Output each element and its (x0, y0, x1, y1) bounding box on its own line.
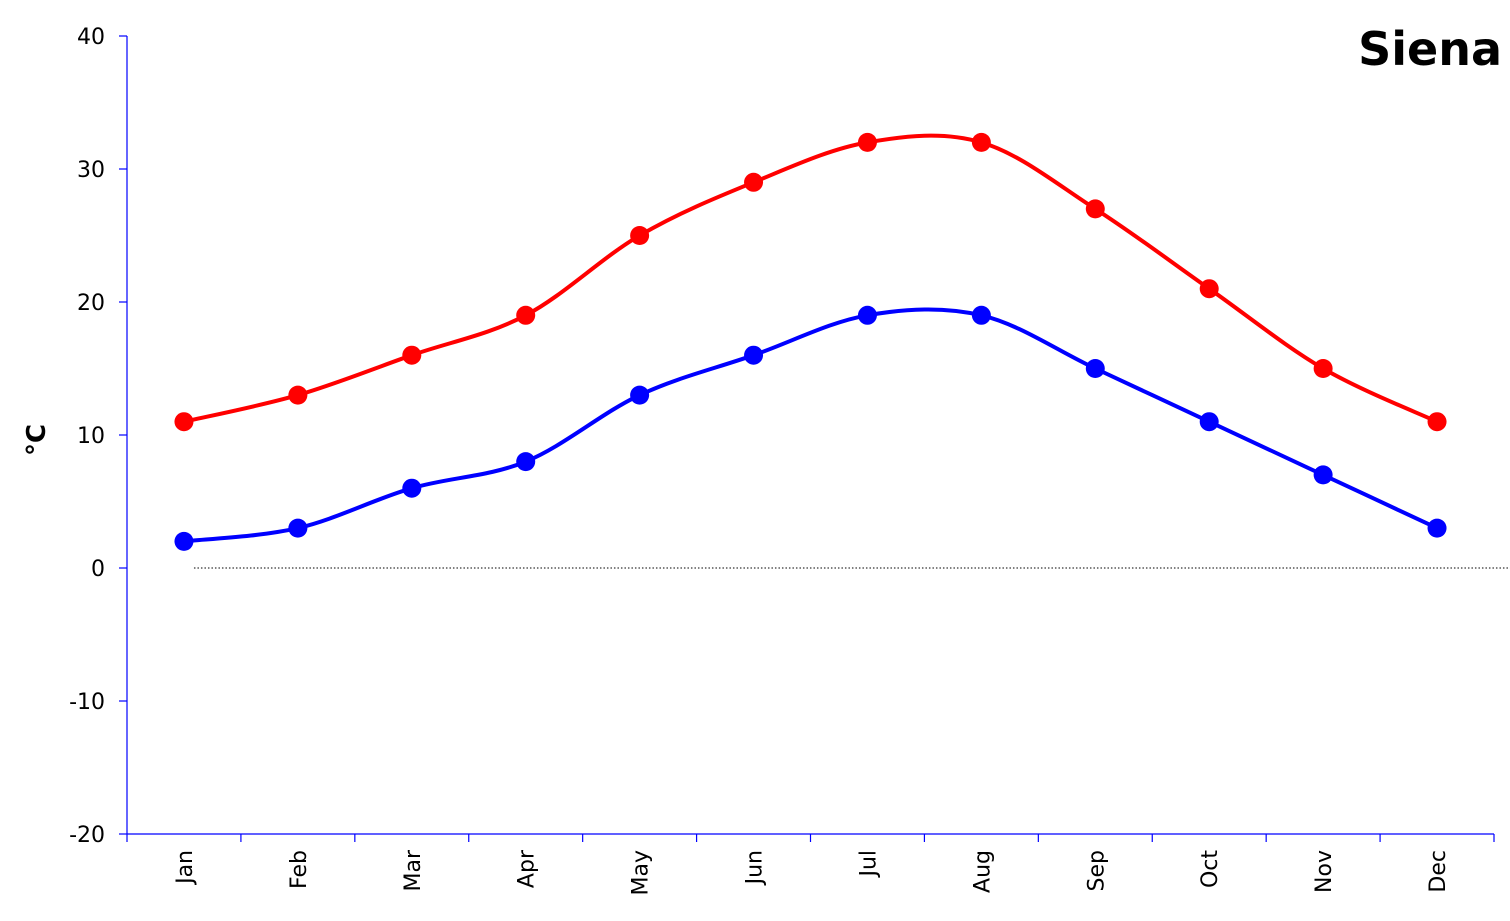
data-point (174, 531, 194, 551)
x-tick-label: Jun (743, 850, 768, 886)
data-point (1427, 412, 1447, 432)
y-axis-label: °C (22, 424, 52, 456)
y-tick-label: -20 (69, 823, 105, 848)
x-tick-label: Nov (1312, 850, 1337, 893)
x-tick-label: Dec (1426, 850, 1451, 893)
x-tick-label: Feb (287, 850, 312, 889)
data-point (516, 452, 536, 472)
y-tick-label: 20 (77, 291, 105, 316)
data-point (744, 172, 764, 192)
data-point (288, 385, 308, 405)
x-tick-label: Mar (401, 849, 426, 891)
series-high (174, 132, 1447, 432)
data-point (744, 345, 764, 365)
y-tick-label: 10 (77, 424, 105, 449)
y-tick-label: -10 (69, 690, 105, 715)
series-low (174, 305, 1447, 551)
x-tick-label: Apr (515, 849, 540, 888)
data-point (1085, 199, 1105, 219)
series-line (181, 133, 1440, 424)
data-point (971, 132, 991, 152)
data-point (1313, 465, 1333, 485)
y-tick-label: 40 (77, 25, 105, 50)
data-point (402, 478, 422, 498)
x-axis: Jan Feb Mar Apr May Jun Jul Aug Sep Oct Nov Dec (126, 833, 1495, 895)
chart-title: Siena (1358, 22, 1502, 76)
data-point (857, 305, 877, 325)
series-group (174, 132, 1447, 551)
y-axis: 40 30 20 10 0 -10 -20 (69, 25, 128, 848)
series-line (181, 307, 1440, 544)
data-point (288, 518, 308, 538)
data-point (630, 385, 650, 405)
data-point (1085, 359, 1105, 378)
data-point (630, 226, 650, 245)
y-tick-label: 0 (91, 557, 105, 582)
data-point (1199, 279, 1219, 299)
x-tick-label: May (629, 850, 654, 895)
x-tick-label: Sep (1084, 850, 1109, 891)
x-tick-label: Oct (1198, 850, 1223, 888)
data-point (1313, 359, 1333, 378)
data-point (402, 345, 422, 365)
y-tick-label: 30 (77, 158, 105, 183)
x-tick-label: Jul (856, 850, 881, 879)
data-point (1427, 518, 1447, 538)
data-point (516, 305, 536, 325)
x-tick-label: Aug (970, 850, 995, 893)
data-point (971, 305, 991, 325)
data-point (857, 132, 877, 152)
data-point (174, 412, 194, 432)
x-tick-label: Jan (173, 850, 198, 886)
data-point (1199, 412, 1219, 432)
